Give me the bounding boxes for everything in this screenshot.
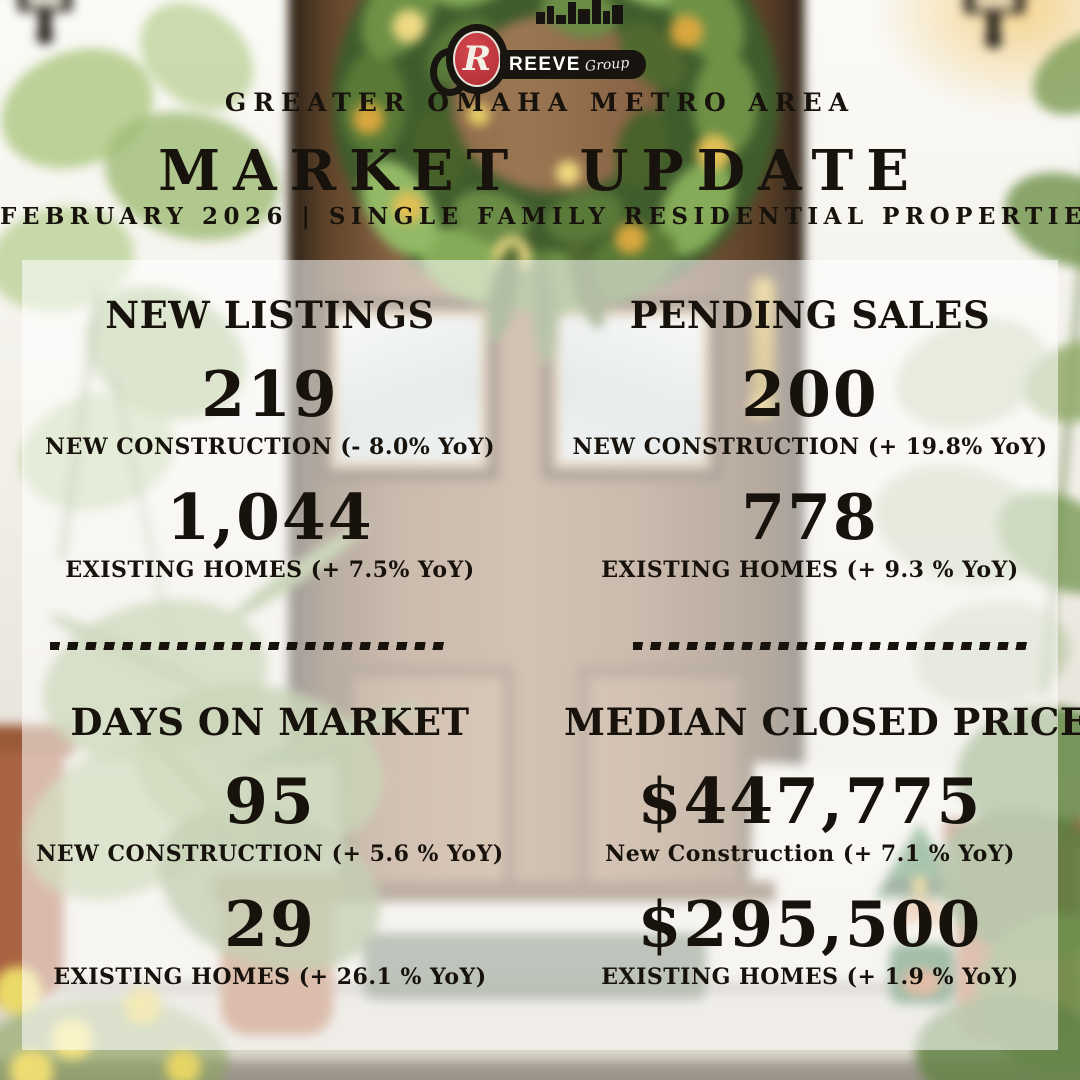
key-head-icon: R xyxy=(446,24,508,94)
yellow-flower xyxy=(165,1049,201,1080)
lamp-right-glass xyxy=(973,0,1016,10)
ground xyxy=(0,1060,1080,1080)
page-subtitle: FEBRUARY 2026 | SINGLE FAMILY RESIDENTIA… xyxy=(0,203,1080,230)
reeve-group-logo: R REEVE Group xyxy=(430,0,646,102)
pending-sales-section: PENDING SALES 200 NEW CONSTRUCTION (+ 19… xyxy=(564,293,1056,583)
ornament xyxy=(392,9,426,43)
ornament xyxy=(352,103,384,135)
section-title: DAYS ON MARKET xyxy=(70,700,470,744)
ornament xyxy=(467,103,491,127)
stat-value: 778 xyxy=(741,480,879,554)
stat-label: New Construction (+ 7.1 % YoY) xyxy=(605,841,1015,867)
logo-monogram: R xyxy=(462,39,492,79)
stat-label: EXISTING HOMES (+ 7.5% YoY) xyxy=(65,557,475,583)
stat-value: 200 xyxy=(741,357,879,431)
brand-name-script: Group xyxy=(584,54,630,75)
stat-value: $295,500 xyxy=(637,887,983,961)
dashed-divider-right xyxy=(633,642,1029,650)
stat-value: $447,775 xyxy=(637,764,983,838)
ornament xyxy=(614,222,647,254)
section-title: NEW LISTINGS xyxy=(105,293,435,337)
lamp-left-knob xyxy=(36,30,54,44)
stat-label: NEW CONSTRUCTION (+ 19.8% YoY) xyxy=(572,434,1048,460)
lamp-left-stem xyxy=(38,9,52,33)
lamp-right-stem xyxy=(987,11,1000,37)
median-closed-price-section: MEDIAN CLOSED PRICE $447,775 New Constru… xyxy=(564,700,1080,990)
stat-label: EXISTING HOMES (+ 9.3 % YoY) xyxy=(601,557,1019,583)
ornament xyxy=(696,134,732,170)
lamp-right-knob xyxy=(985,34,1002,49)
stat-value: 1,044 xyxy=(166,480,374,554)
logo-red-oval: R xyxy=(453,31,501,87)
stat-label: NEW CONSTRUCTION (+ 5.6 % YoY) xyxy=(36,841,504,867)
city-skyline-icon xyxy=(536,0,623,24)
region-heading: GREATER OMAHA METRO AREA xyxy=(224,88,856,117)
stat-value: 219 xyxy=(201,357,339,431)
page-title: MARKET UPDATE xyxy=(158,138,922,204)
ornament xyxy=(555,160,581,186)
lamp-left-glass xyxy=(26,0,64,8)
ornament xyxy=(392,191,424,223)
dashed-divider-left xyxy=(50,642,450,650)
stat-value: 29 xyxy=(224,887,316,961)
section-title: PENDING SALES xyxy=(629,293,991,337)
stat-label: NEW CONSTRUCTION (- 8.0% YoY) xyxy=(45,434,495,460)
stat-label: EXISTING HOMES (+ 26.1 % YoY) xyxy=(53,964,487,990)
stat-label: EXISTING HOMES (+ 1.9 % YoY) xyxy=(601,964,1019,990)
yellow-flower xyxy=(9,1049,54,1080)
days-on-market-section: DAYS ON MARKET 95 NEW CONSTRUCTION (+ 5.… xyxy=(28,700,512,990)
new-listings-section: NEW LISTINGS 219 NEW CONSTRUCTION (- 8.0… xyxy=(28,293,512,583)
stat-value: 95 xyxy=(224,764,316,838)
brand-name: REEVE xyxy=(509,54,581,75)
ornament xyxy=(670,14,704,49)
key-shaft-icon: REEVE Group xyxy=(500,50,646,79)
section-title: MEDIAN CLOSED PRICE xyxy=(564,700,1080,744)
translucent-stats-panel xyxy=(22,260,1058,1050)
